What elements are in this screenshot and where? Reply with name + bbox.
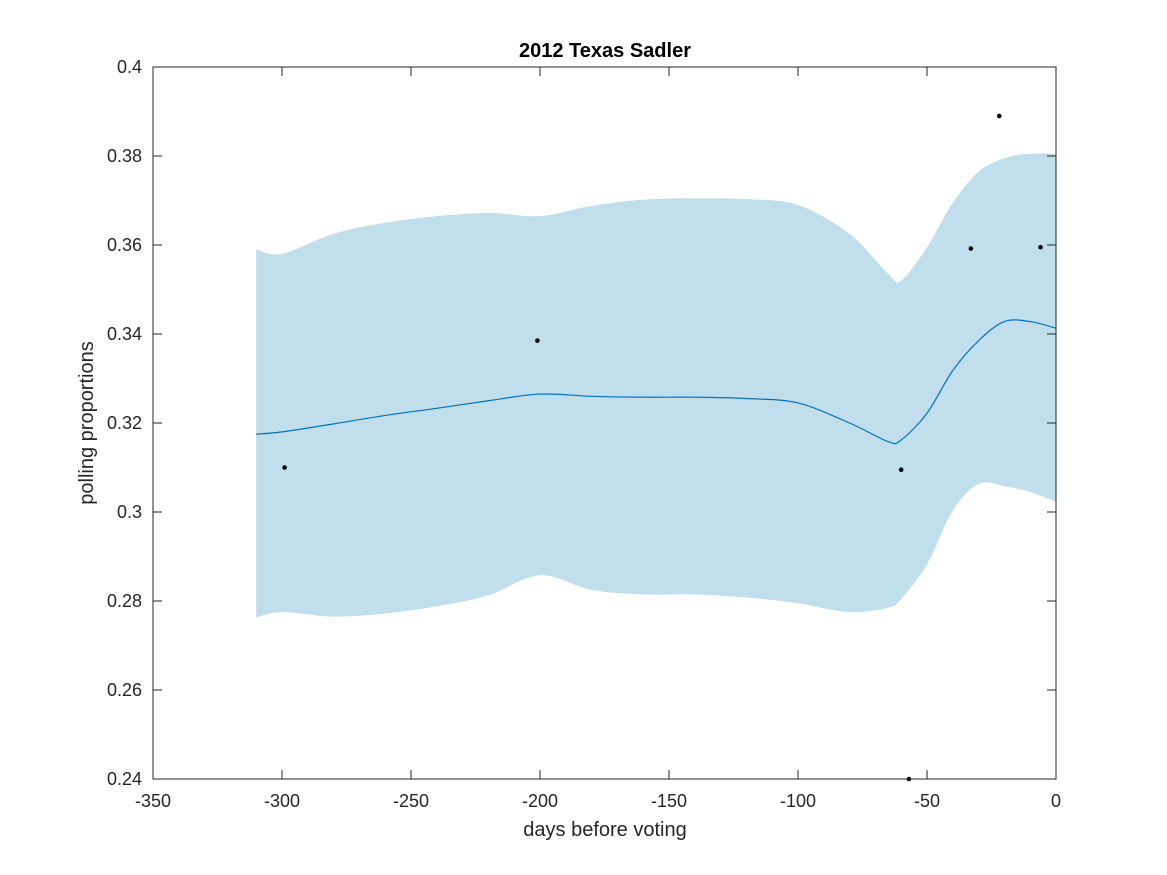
poll-point	[1038, 244, 1043, 250]
confidence-band	[256, 153, 1056, 618]
x-tick-label: -100	[780, 791, 816, 811]
x-tick-label: -250	[393, 791, 429, 811]
mean-line	[256, 319, 1057, 445]
confidence-band-layer	[256, 153, 1056, 618]
poll-point	[282, 465, 287, 470]
y-tick-label: 0.38	[107, 146, 142, 166]
poll-points-layer	[282, 113, 1043, 782]
x-tick-label: -150	[651, 791, 687, 811]
poll-point	[968, 246, 974, 251]
y-tick-label: 0.36	[107, 235, 142, 255]
x-tick-label: -200	[522, 791, 558, 811]
y-tick-label: 0.3	[117, 502, 142, 522]
poll-point	[535, 338, 540, 343]
y-tick-label: 0.32	[107, 413, 142, 433]
mean-line-layer	[256, 319, 1057, 445]
y-tick-label: 0.34	[107, 324, 142, 344]
tick-layer: -350 -300 -250 -200 -150 -100 -50 0 0.24 0.26 0.28…	[107, 57, 1061, 811]
x-tick-label: -350	[135, 791, 171, 811]
x-tick-label: -50	[914, 791, 940, 811]
chart-title: 2012 Texas Sadler	[519, 40, 691, 62]
y-tick-label: 0.4	[117, 57, 142, 77]
poll-point	[996, 113, 1002, 119]
y-axis-label: polling proportions	[76, 341, 98, 504]
poll-point	[898, 467, 904, 473]
y-tick-label: 0.28	[107, 591, 142, 611]
x-tick-label: 0	[1051, 791, 1061, 811]
x-axis-label: days before voting	[523, 819, 686, 841]
y-tick-label: 0.24	[107, 769, 142, 789]
y-tick-label: 0.26	[107, 680, 142, 700]
x-tick-label: -300	[264, 791, 300, 811]
